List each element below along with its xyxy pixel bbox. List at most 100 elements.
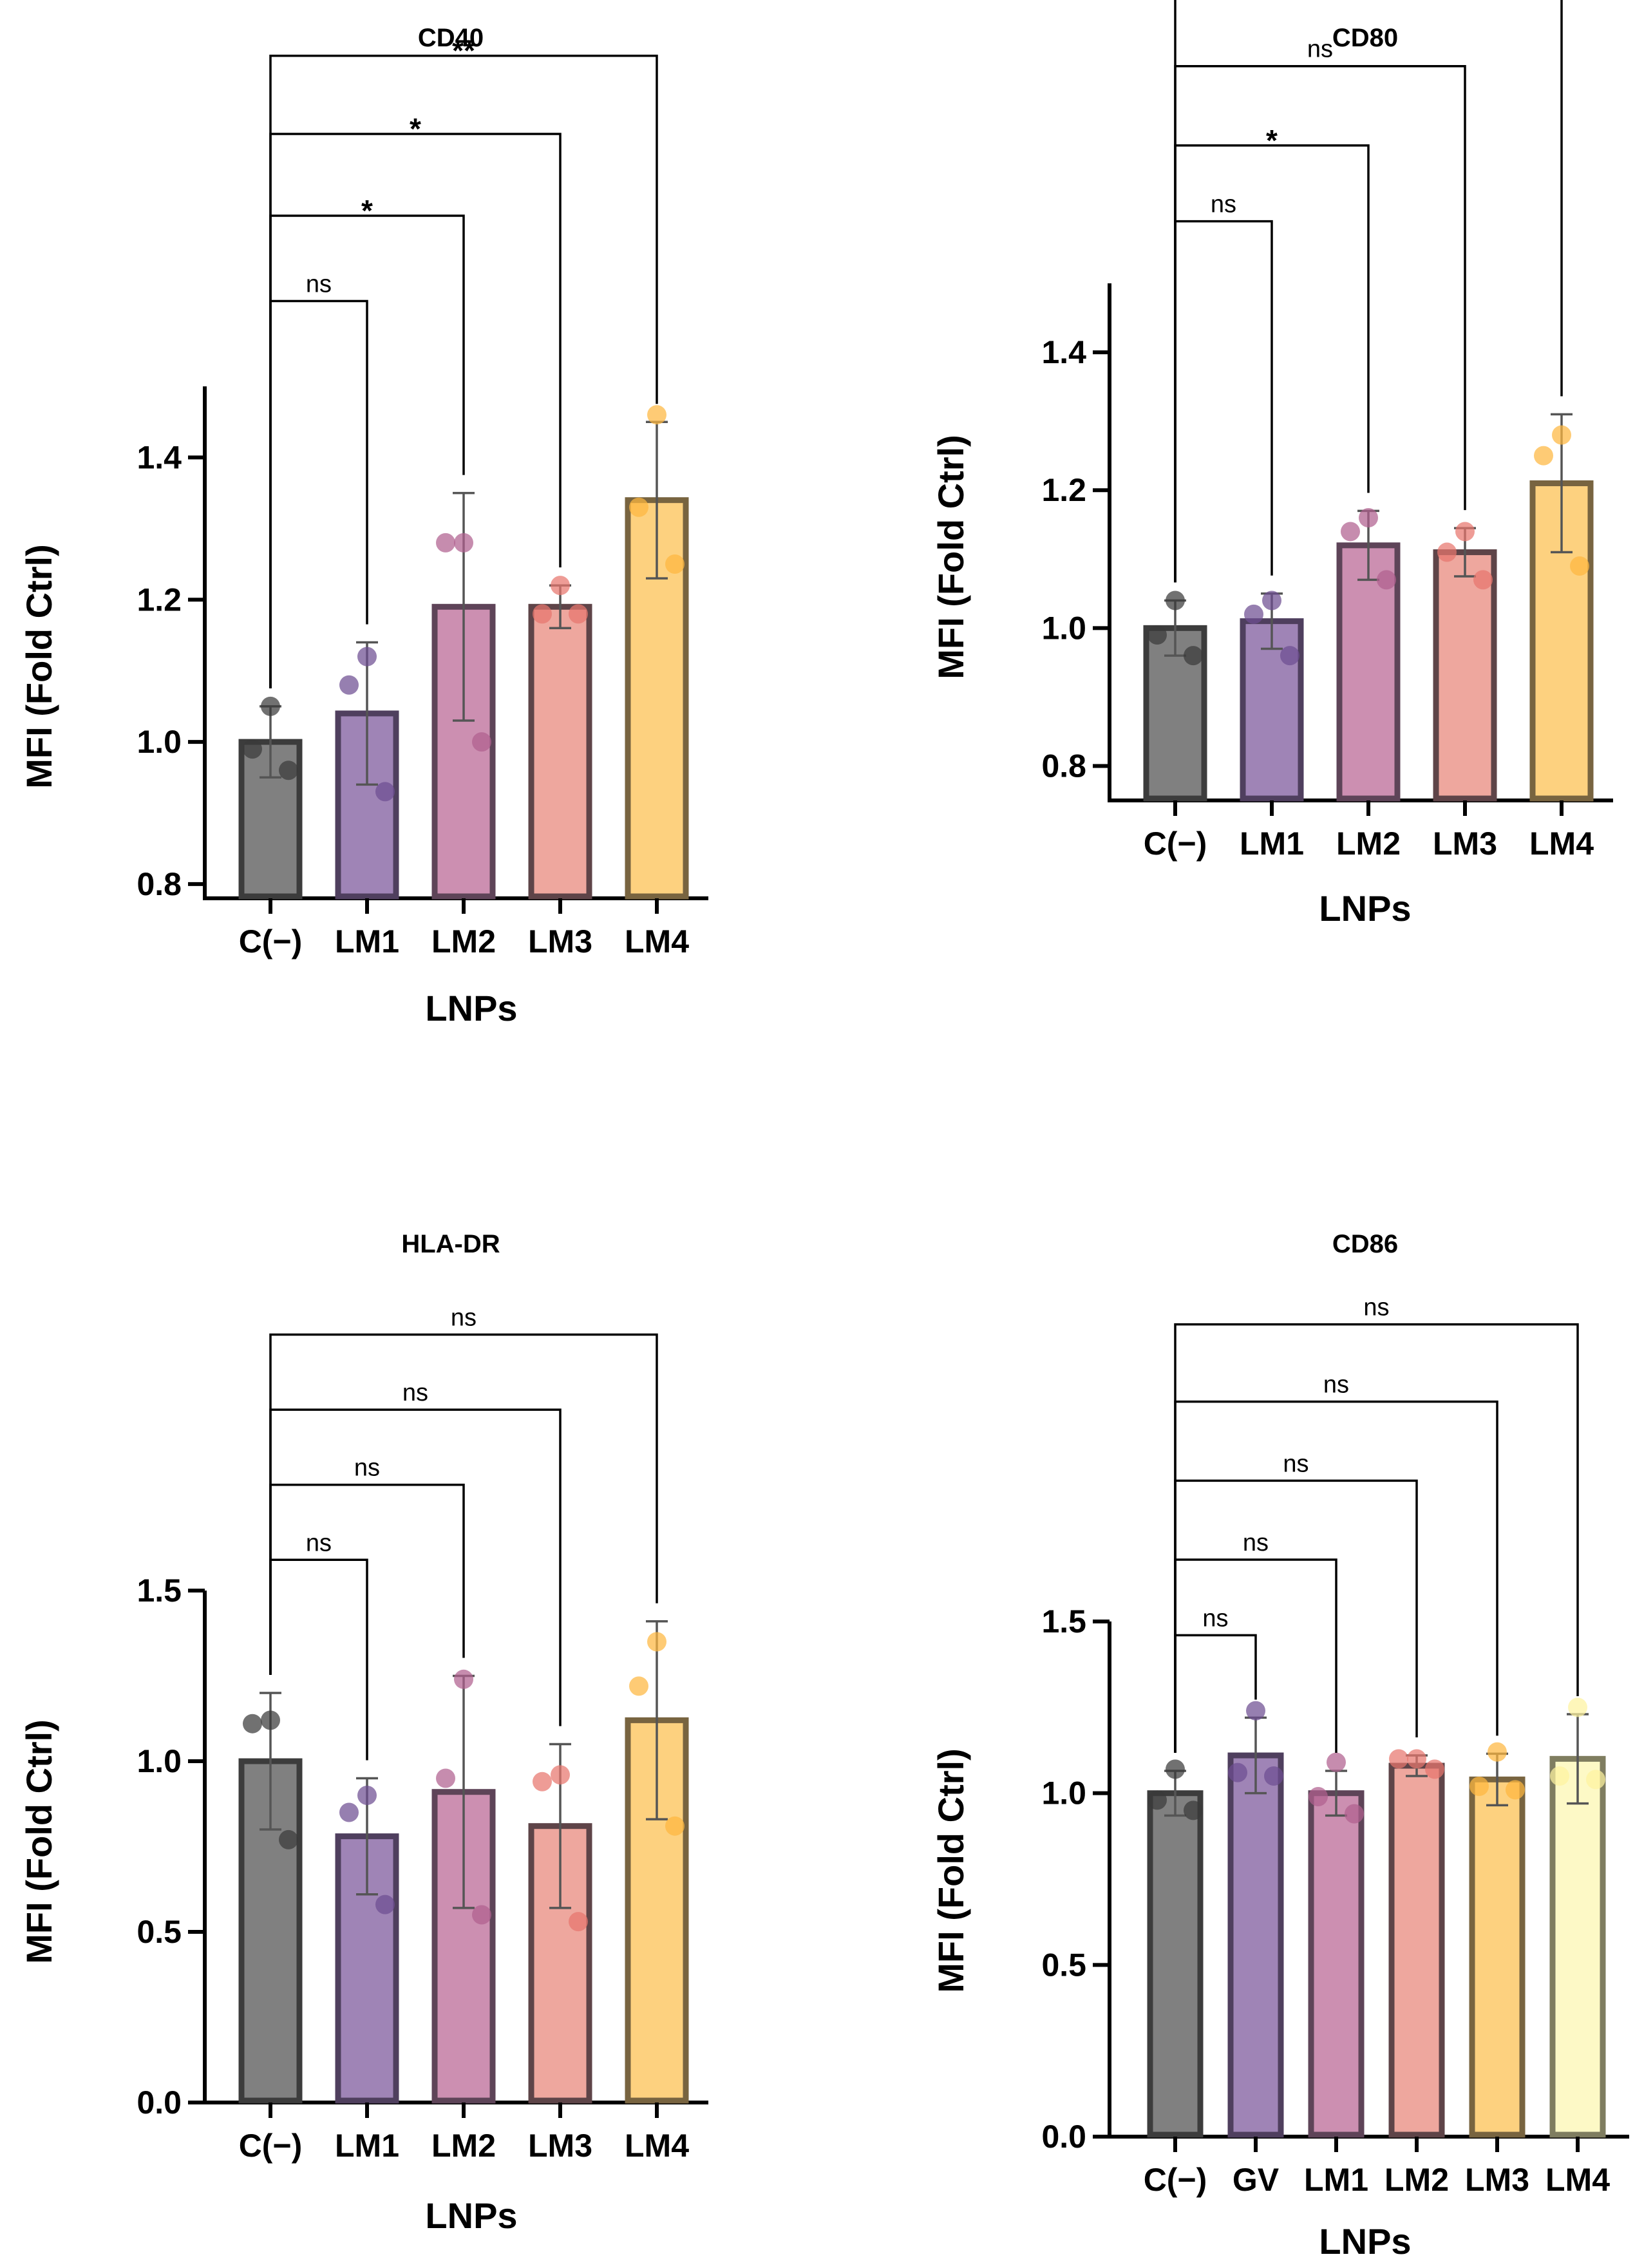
- data-point: [1148, 1790, 1167, 1810]
- data-point: [551, 1765, 570, 1785]
- x-axis-label: LNPs: [425, 988, 517, 1028]
- significance-label: **: [452, 34, 475, 68]
- data-point: [1244, 604, 1263, 624]
- y-tick-labels: 0.8 1.0 1.2 1.4: [137, 439, 182, 902]
- x-tick-label: C(−): [1144, 2162, 1207, 2198]
- y-tick-label: 1.5: [137, 1573, 182, 1609]
- y-tick-label: 0.8: [1041, 748, 1086, 784]
- data-point: [375, 782, 395, 802]
- chart-title: CD40: [418, 24, 484, 52]
- significance-label: ns: [1202, 1605, 1228, 1632]
- x-tick-label: LM1: [1304, 2162, 1368, 2198]
- data-point: [1309, 1787, 1328, 1806]
- data-point: [261, 696, 280, 716]
- y-tick-label: 1.5: [1041, 1603, 1086, 1640]
- significance-bracket: [1174, 1323, 1579, 1753]
- y-tick-label: 1.0: [137, 724, 182, 760]
- data-point: [1586, 1770, 1605, 1790]
- chart-panel-cd86: CD86 MFI (Fold Ctrl) LNPs 0.0 0.5 1.0 1.5 C…: [931, 1230, 1629, 2262]
- significance-bracket: [1174, 64, 1466, 583]
- significance-brackets: ns****: [269, 34, 658, 688]
- bar-4: [1433, 549, 1497, 802]
- data-point: [243, 739, 262, 759]
- significance-bracket: [269, 299, 368, 688]
- significance-bracket: [1174, 1634, 1257, 1753]
- significance-brackets: ns ns ns ns: [269, 1305, 658, 1761]
- data-point: [1425, 1759, 1444, 1779]
- bars: [188, 386, 708, 914]
- data-point: [279, 1829, 298, 1849]
- significance-label: **: [1357, 0, 1380, 2]
- data-point: [1184, 1800, 1203, 1820]
- y-tick-label: 1.2: [137, 581, 182, 618]
- x-tick-label: C(−): [239, 2128, 303, 2164]
- x-tick-label: LM3: [1433, 826, 1497, 862]
- bar-4: [528, 603, 592, 900]
- data-point: [1184, 646, 1203, 666]
- data-point: [1228, 1762, 1247, 1782]
- y-axis-label: MFI (Fold Ctrl): [931, 1748, 971, 1992]
- y-tick-label: 1.4: [1041, 334, 1086, 370]
- bars: [1093, 283, 1613, 816]
- data-point: [243, 1714, 262, 1734]
- significance-bracket: [269, 54, 658, 688]
- y-tick-label: 1.0: [1041, 610, 1086, 646]
- data-point: [261, 1710, 280, 1730]
- y-tick-labels: 0.0 0.5 1.0 1.5: [1041, 1603, 1086, 2155]
- bar-1: [1147, 1790, 1204, 2138]
- data-point: [472, 1905, 491, 1925]
- data-point: [357, 1786, 377, 1805]
- data-point: [1166, 1759, 1185, 1779]
- x-tick-labels: C(−) LM1 LM2 LM3 LM4: [1144, 826, 1594, 862]
- significance-bracket: [269, 133, 562, 688]
- bar-2: [1227, 1752, 1284, 2138]
- data-point: [1552, 425, 1571, 445]
- significance-label: ns: [451, 1305, 477, 1332]
- bars: [188, 1589, 708, 2118]
- x-tick-labels: C(−) LM1 LM2 LM3 LM4: [239, 923, 689, 959]
- x-tick-label: C(−): [1144, 826, 1207, 862]
- bar-5: [1469, 1776, 1526, 2138]
- y-tick-label: 1.0: [1041, 1775, 1086, 1811]
- x-tick-label: GV: [1233, 2162, 1280, 2198]
- x-axis-label: LNPs: [1319, 888, 1411, 929]
- x-axis-label: LNPs: [1319, 2221, 1411, 2262]
- x-tick-label: LM4: [1529, 826, 1594, 862]
- x-tick-labels: C(−) LM1 LM2 LM3 LM4: [239, 2128, 689, 2164]
- data-point: [339, 1802, 359, 1822]
- data-point: [1506, 1780, 1525, 1800]
- data-point: [629, 497, 648, 517]
- data-point: [1345, 1804, 1364, 1824]
- x-tick-label: LM1: [335, 923, 399, 959]
- data-point: [1550, 1766, 1569, 1786]
- y-tick-label: 0.8: [137, 866, 182, 902]
- significance-label: ns: [306, 271, 332, 298]
- significance-label: ns: [1211, 191, 1236, 218]
- data-point: [1568, 1697, 1587, 1717]
- y-tick-label: 0.5: [137, 1914, 182, 1950]
- x-tick-label: LM3: [528, 923, 592, 959]
- significance-bracket: [1174, 0, 1563, 583]
- data-point: [1455, 522, 1475, 542]
- y-axis-label: MFI (Fold Ctrl): [931, 435, 971, 679]
- data-point: [1469, 1777, 1489, 1796]
- significance-label: ns: [306, 1529, 332, 1556]
- y-tick-label: 1.0: [137, 1743, 182, 1779]
- data-point: [1407, 1749, 1426, 1769]
- bars: [1093, 1620, 1629, 2152]
- significance-label: ns: [1363, 1294, 1389, 1321]
- x-tick-label: LM4: [625, 2128, 689, 2164]
- data-point: [1473, 570, 1493, 590]
- data-point: [436, 1768, 455, 1788]
- x-tick-label: LM3: [528, 2128, 592, 2164]
- x-tick-label: LM4: [625, 923, 689, 959]
- x-tick-label: LM2: [1336, 826, 1401, 862]
- y-tick-label: 0.5: [1041, 1947, 1086, 1983]
- significance-label: *: [1266, 124, 1278, 157]
- data-point: [569, 604, 588, 624]
- data-point: [1488, 1742, 1507, 1762]
- data-point: [1280, 646, 1299, 666]
- data-point: [665, 1816, 685, 1836]
- x-tick-label: C(−): [239, 923, 303, 959]
- data-point: [454, 1669, 473, 1689]
